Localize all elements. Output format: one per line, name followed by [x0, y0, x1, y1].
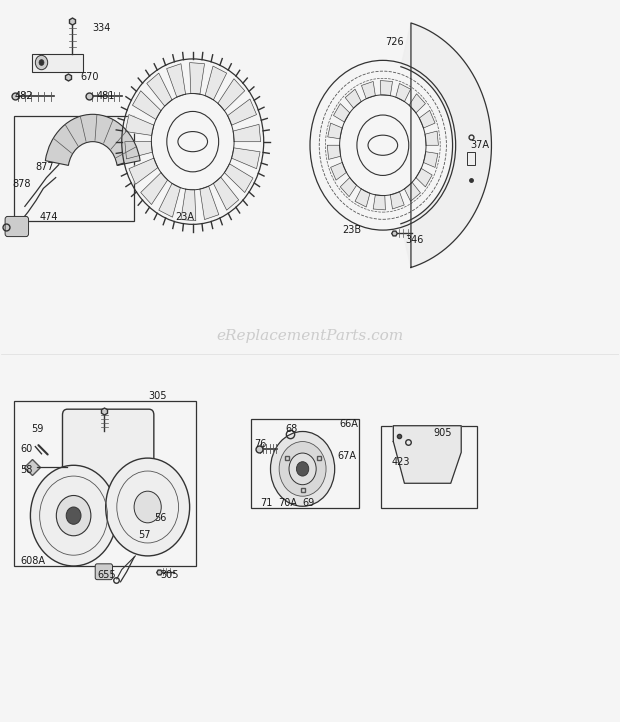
- Text: 67A: 67A: [338, 451, 356, 461]
- Wedge shape: [45, 114, 140, 165]
- Polygon shape: [190, 63, 205, 94]
- Text: 57: 57: [138, 530, 151, 540]
- Polygon shape: [125, 115, 154, 136]
- Circle shape: [296, 461, 309, 476]
- Text: 670: 670: [81, 72, 99, 82]
- Polygon shape: [373, 195, 386, 210]
- Polygon shape: [167, 64, 185, 97]
- Polygon shape: [233, 124, 260, 142]
- Polygon shape: [328, 123, 342, 139]
- Polygon shape: [232, 148, 260, 169]
- FancyBboxPatch shape: [95, 564, 112, 580]
- Circle shape: [105, 458, 190, 556]
- Circle shape: [66, 507, 81, 524]
- Polygon shape: [355, 189, 370, 207]
- Text: 334: 334: [93, 23, 111, 33]
- Bar: [381, 426, 477, 508]
- Polygon shape: [396, 84, 410, 102]
- Text: 481: 481: [97, 91, 115, 101]
- Circle shape: [39, 60, 44, 66]
- Bar: [467, 152, 476, 165]
- Polygon shape: [224, 164, 253, 193]
- Polygon shape: [200, 186, 219, 219]
- Polygon shape: [205, 66, 227, 100]
- Polygon shape: [125, 142, 153, 159]
- Text: 58: 58: [20, 465, 32, 475]
- Text: 23A: 23A: [175, 212, 195, 222]
- Text: 71: 71: [260, 498, 273, 508]
- Text: 60: 60: [20, 444, 32, 453]
- Polygon shape: [409, 94, 425, 113]
- Bar: [14, 401, 196, 566]
- Text: 878: 878: [12, 179, 31, 189]
- Text: 305: 305: [161, 570, 179, 580]
- Text: 23B: 23B: [342, 225, 361, 235]
- Circle shape: [270, 432, 335, 506]
- Text: 305: 305: [148, 391, 167, 401]
- Text: 877: 877: [35, 162, 54, 172]
- Polygon shape: [147, 73, 172, 106]
- FancyBboxPatch shape: [5, 217, 29, 237]
- Text: 59: 59: [31, 424, 43, 434]
- Polygon shape: [141, 173, 167, 204]
- Polygon shape: [404, 182, 420, 201]
- Circle shape: [35, 56, 48, 70]
- Polygon shape: [330, 162, 347, 180]
- Polygon shape: [213, 177, 239, 210]
- Text: 905: 905: [433, 428, 452, 438]
- Polygon shape: [345, 90, 361, 108]
- Polygon shape: [361, 82, 375, 99]
- Text: 68: 68: [285, 425, 298, 435]
- Text: 346: 346: [405, 235, 424, 245]
- Text: 76: 76: [254, 439, 267, 448]
- Circle shape: [289, 453, 316, 484]
- Text: 655: 655: [97, 570, 116, 580]
- Polygon shape: [393, 426, 461, 483]
- Text: 69: 69: [303, 498, 315, 508]
- FancyBboxPatch shape: [63, 409, 154, 491]
- Text: 608A: 608A: [20, 556, 45, 566]
- Polygon shape: [423, 152, 438, 168]
- Circle shape: [30, 465, 117, 566]
- Circle shape: [279, 442, 326, 496]
- Polygon shape: [380, 81, 392, 95]
- Polygon shape: [181, 189, 196, 221]
- Polygon shape: [340, 178, 356, 196]
- Polygon shape: [419, 110, 435, 128]
- Polygon shape: [228, 99, 257, 125]
- Text: 474: 474: [40, 212, 58, 222]
- Polygon shape: [159, 183, 180, 217]
- Text: 482: 482: [15, 91, 33, 101]
- Circle shape: [134, 491, 161, 523]
- Bar: [251, 419, 360, 508]
- Polygon shape: [425, 131, 438, 145]
- Polygon shape: [129, 158, 158, 184]
- Polygon shape: [401, 23, 492, 268]
- Circle shape: [56, 495, 91, 536]
- Bar: [32, 53, 83, 71]
- Text: 726: 726: [385, 37, 404, 47]
- Text: 56: 56: [154, 513, 167, 523]
- Polygon shape: [133, 91, 161, 119]
- Text: 423: 423: [391, 457, 410, 466]
- Polygon shape: [218, 79, 245, 110]
- Text: 70A: 70A: [278, 498, 297, 508]
- Polygon shape: [327, 145, 340, 160]
- Text: 37A: 37A: [471, 140, 489, 150]
- Bar: [14, 116, 134, 221]
- Polygon shape: [334, 104, 350, 122]
- Text: eReplacementParts.com: eReplacementParts.com: [216, 329, 404, 343]
- Polygon shape: [391, 192, 404, 209]
- Polygon shape: [416, 168, 432, 187]
- Text: 66A: 66A: [340, 419, 358, 430]
